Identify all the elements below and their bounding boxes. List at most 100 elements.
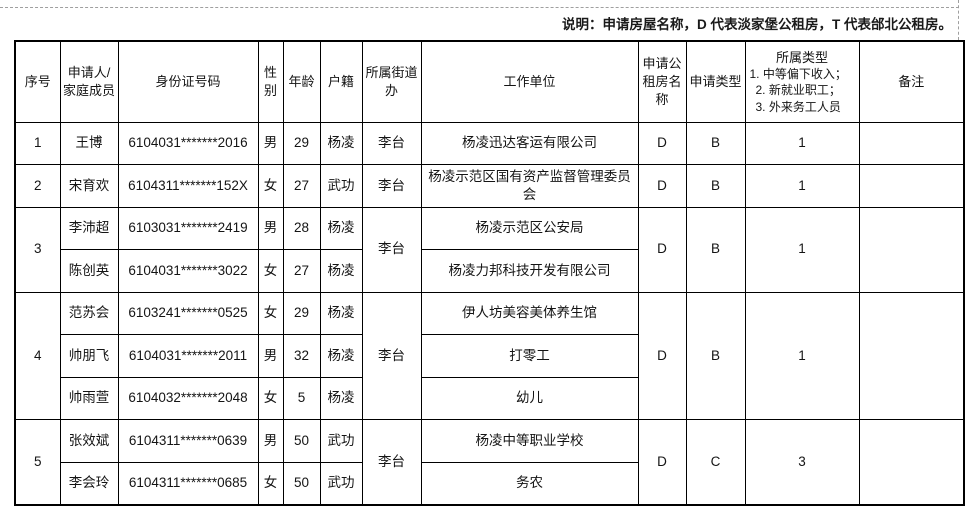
application-type-cell: B: [685, 291, 746, 420]
street-office-cell: 李台: [361, 164, 422, 208]
age-cell: 50: [282, 461, 321, 505]
id-number-cell: 6103241*******0525: [117, 291, 259, 335]
header-id-number: 身份证号码: [117, 40, 259, 123]
remark-cell: [858, 121, 965, 165]
housing-application-table: 序号 申请人/家庭成员 身份证号码 性别 年龄 户籍 所属街道办 工作单位 申请…: [14, 40, 965, 506]
registration-cell: 杨凌: [319, 249, 363, 293]
category-cell: 1: [744, 164, 860, 208]
remark-cell: [858, 206, 965, 293]
street-office-cell: 李台: [361, 291, 422, 420]
id-number-cell: 6104311*******152X: [117, 164, 259, 208]
id-number-cell: 6104032*******2048: [117, 376, 259, 420]
header-category: 所属类型 1. 中等偏下收入； 2. 新就业职工； 3. 外来务工人员: [744, 40, 860, 123]
applicant-name-cell: 范苏会: [59, 291, 119, 335]
table-row: 2 宋育欢 6104311*******152X 女 27 武功 李台 杨凌示范区国有资产监督…: [14, 164, 965, 208]
seq-cell: 2: [14, 164, 61, 208]
age-cell: 28: [282, 206, 321, 250]
applicant-name-cell: 王博: [59, 121, 119, 165]
registration-cell: 武功: [319, 164, 363, 208]
employer-cell: 务农: [420, 461, 639, 505]
seq-cell: 3: [14, 206, 61, 293]
gender-cell: 女: [257, 291, 284, 335]
gender-cell: 女: [257, 461, 284, 505]
table-row: 李会玲 6104311*******0685 女 50 武功 务农: [15, 461, 964, 505]
gender-cell: 男: [257, 419, 284, 463]
street-office-cell: 李台: [361, 121, 422, 165]
applicant-name-cell: 李会玲: [59, 461, 119, 505]
employer-cell: 伊人坊美容美体养生馆: [420, 291, 639, 335]
applicant-name-cell: 帅朋飞: [59, 334, 119, 378]
employer-cell: 杨凌示范区公安局: [420, 206, 639, 250]
seq-cell: 4: [14, 291, 61, 420]
housing-name-cell: D: [637, 164, 687, 208]
employer-cell: 杨凌示范区国有资产监督管理委员会: [420, 164, 639, 208]
applicant-name-cell: 李沛超: [59, 206, 119, 250]
registration-cell: 武功: [319, 461, 363, 505]
id-number-cell: 6104031*******3022: [117, 249, 259, 293]
category-legend-2: 2. 新就业职工；: [755, 83, 841, 98]
gender-cell: 女: [257, 376, 284, 420]
application-type-cell: B: [685, 164, 746, 208]
employer-cell: 杨凌迅达客运有限公司: [420, 121, 639, 165]
print-break-line-horizontal: [0, 7, 959, 8]
remark-cell: [858, 419, 965, 505]
table-header: 序号 申请人/家庭成员 身份证号码 性别 年龄 户籍 所属街道办 工作单位 申请…: [14, 40, 965, 123]
header-housing-name: 申请公租房名称: [637, 40, 687, 123]
header-employer: 工作单位: [420, 40, 639, 123]
category-title: 所属类型: [775, 49, 828, 65]
table-row: 帅雨萱 6104032*******2048 女 5 杨凌 幼儿: [15, 376, 964, 420]
age-cell: 29: [282, 121, 321, 165]
header-registration: 户籍: [319, 40, 363, 123]
employer-cell: 打零工: [420, 334, 639, 378]
gender-cell: 男: [257, 206, 284, 250]
gender-cell: 男: [257, 334, 284, 378]
housing-name-cell: D: [637, 291, 687, 420]
housing-name-cell: D: [637, 121, 687, 165]
category-cell: 1: [744, 291, 860, 420]
housing-name-cell: D: [637, 419, 687, 505]
age-cell: 5: [282, 376, 321, 420]
age-cell: 27: [282, 164, 321, 208]
registration-cell: 杨凌: [319, 334, 363, 378]
street-office-cell: 李台: [361, 206, 422, 293]
seq-cell: 5: [14, 419, 61, 505]
header-applicant: 申请人/家庭成员: [59, 40, 119, 123]
table-row: 3 李沛超 6103031*******2419 男 28 杨凌 李台 杨凌示范区公安局 D B 1: [14, 206, 965, 293]
legend-note: 说明：申请房屋名称，D 代表淡家堡公租房，T 代表邰北公租房。: [562, 17, 952, 32]
registration-cell: 武功: [319, 419, 363, 463]
housing-name-cell: D: [637, 206, 687, 293]
applicant-name-cell: 宋育欢: [59, 164, 119, 208]
table-row: 5 张效斌 6104311*******0639 男 50 武功 李台 杨凌中等职业学校 D C 3: [14, 419, 965, 505]
application-type-cell: C: [685, 419, 746, 505]
table-row: 1 王博 6104031*******2016 男 29 杨凌 李台 杨凌迅达客运有限公司 D B…: [14, 121, 965, 165]
gender-cell: 女: [257, 164, 284, 208]
employer-cell: 幼儿: [420, 376, 639, 420]
application-type-cell: B: [685, 206, 746, 293]
category-legend-3: 3. 外来务工人员: [755, 99, 841, 114]
id-number-cell: 6104311*******0639: [117, 419, 259, 463]
registration-cell: 杨凌: [319, 291, 363, 335]
registration-cell: 杨凌: [319, 206, 363, 250]
employer-cell: 杨凌中等职业学校: [420, 419, 639, 463]
registration-cell: 杨凌: [319, 376, 363, 420]
print-break-line-vertical: [958, 0, 959, 40]
category-cell: 1: [744, 206, 860, 293]
age-cell: 27: [282, 249, 321, 293]
header-application-type: 申请类型: [685, 40, 746, 123]
age-cell: 29: [282, 291, 321, 335]
header-age: 年龄: [282, 40, 321, 123]
application-type-cell: B: [685, 121, 746, 165]
applicant-name-cell: 陈创英: [59, 249, 119, 293]
category-cell: 3: [744, 419, 860, 505]
header-street-office: 所属街道办: [361, 40, 422, 123]
category-legend-1: 1. 中等偏下收入；: [749, 67, 847, 82]
gender-cell: 男: [257, 121, 284, 165]
header-seq: 序号: [14, 40, 61, 123]
applicant-name-cell: 张效斌: [59, 419, 119, 463]
registration-cell: 杨凌: [319, 121, 363, 165]
header-gender: 性别: [257, 40, 284, 123]
employer-cell: 杨凌力邦科技开发有限公司: [420, 249, 639, 293]
header-remark: 备注: [858, 40, 965, 123]
applicant-name-cell: 帅雨萱: [59, 376, 119, 420]
